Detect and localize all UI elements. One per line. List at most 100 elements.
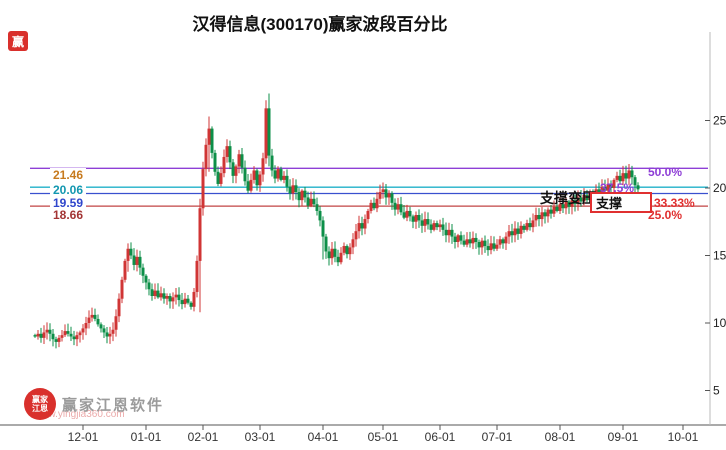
candle-body <box>207 128 211 145</box>
candle-body <box>435 223 439 228</box>
candle-body <box>129 248 133 256</box>
candle-body <box>273 170 277 179</box>
candle-body <box>555 206 559 211</box>
annotation-text-secondary: 支撑 <box>596 196 623 211</box>
candle-body <box>504 236 508 244</box>
candle-body <box>111 329 115 334</box>
candle-body <box>309 198 313 206</box>
candle-body <box>390 193 394 203</box>
candle-body <box>135 256 139 265</box>
candle-body <box>411 216 415 222</box>
candle-body <box>429 224 433 230</box>
candle-body <box>279 169 283 180</box>
candle-body <box>339 252 343 263</box>
level-value-label: 21.46 <box>50 168 87 183</box>
candle-body <box>177 294 181 301</box>
app-logo-icon: 赢 <box>8 31 28 51</box>
candle-body <box>300 190 304 201</box>
candle-body <box>294 185 298 193</box>
candle-body <box>303 190 307 198</box>
candle-body <box>225 146 229 157</box>
candle-body <box>222 156 226 174</box>
candle-body <box>291 185 295 194</box>
candle-body <box>231 162 235 176</box>
candle-body <box>144 275 148 283</box>
x-axis-label: 12-01 <box>68 430 99 444</box>
candle-body <box>297 192 301 201</box>
x-axis-label: 05-01 <box>368 430 399 444</box>
candle-body <box>570 200 574 207</box>
annotation-support-pressure: 支撑变压 支撑 <box>540 188 700 218</box>
candle-body <box>501 239 505 244</box>
y-axis-label: 25 <box>713 114 726 128</box>
seal-text-bottom: 江恩 <box>32 404 48 413</box>
candle-body <box>513 228 517 236</box>
candle-body <box>270 155 274 171</box>
candle-body <box>237 154 241 167</box>
candle-body <box>108 333 112 337</box>
candle-body <box>579 197 583 202</box>
candle-body <box>36 333 40 337</box>
candle-body <box>312 198 316 205</box>
candle-body <box>552 206 556 214</box>
x-axis-label: 10-01 <box>668 430 699 444</box>
candle-body <box>618 175 622 182</box>
candle-body <box>372 202 376 209</box>
candle-body <box>42 332 46 338</box>
candle-body <box>165 296 169 299</box>
candle-body <box>345 246 349 255</box>
candle-body <box>615 175 619 180</box>
candle-body <box>198 208 202 261</box>
candle-body <box>102 328 106 333</box>
candle-body <box>117 298 121 317</box>
candle-body <box>516 228 520 234</box>
candle-body <box>216 171 220 184</box>
candle-body <box>240 154 244 168</box>
candle-body <box>243 167 247 182</box>
candle-body <box>543 212 547 217</box>
candle-body <box>252 170 256 180</box>
candle-body <box>87 317 91 323</box>
candle-body <box>549 209 553 214</box>
candle-body <box>567 201 571 207</box>
candle-body <box>405 210 409 218</box>
y-axis-label: 10 <box>713 316 726 330</box>
annotation-box: 支撑 <box>590 192 652 213</box>
candle-body <box>315 204 319 211</box>
candle-body <box>489 243 493 251</box>
candle-body <box>420 220 424 226</box>
candle-body <box>528 223 532 228</box>
candle-body <box>195 260 199 292</box>
candle-body <box>471 237 475 244</box>
candle-body <box>285 175 289 187</box>
candle-body <box>123 260 127 280</box>
candle-body <box>39 333 43 338</box>
candle-body <box>33 335 37 337</box>
candle-body <box>636 185 640 190</box>
candle-body <box>228 146 232 163</box>
candle-body <box>474 237 478 242</box>
candle-body <box>453 236 457 242</box>
candle-body <box>468 239 472 244</box>
candle-body <box>522 225 526 230</box>
candle-body <box>459 235 463 241</box>
candle-body <box>498 239 502 245</box>
candle-body <box>609 183 613 188</box>
candle-body <box>54 339 58 342</box>
candle-body <box>201 169 205 209</box>
candle-body <box>330 248 334 259</box>
candle-body <box>540 212 544 220</box>
candle-body <box>57 337 61 342</box>
candle-body <box>492 243 496 249</box>
candle-body <box>174 294 178 298</box>
x-axis-label: 08-01 <box>545 430 576 444</box>
candle-body <box>534 215 538 221</box>
candle-body <box>585 194 589 201</box>
candle-body <box>258 174 262 186</box>
candle-body <box>288 186 292 194</box>
y-axis-label: 20 <box>713 181 726 195</box>
candle-body <box>477 242 481 248</box>
candle-body <box>213 152 217 172</box>
